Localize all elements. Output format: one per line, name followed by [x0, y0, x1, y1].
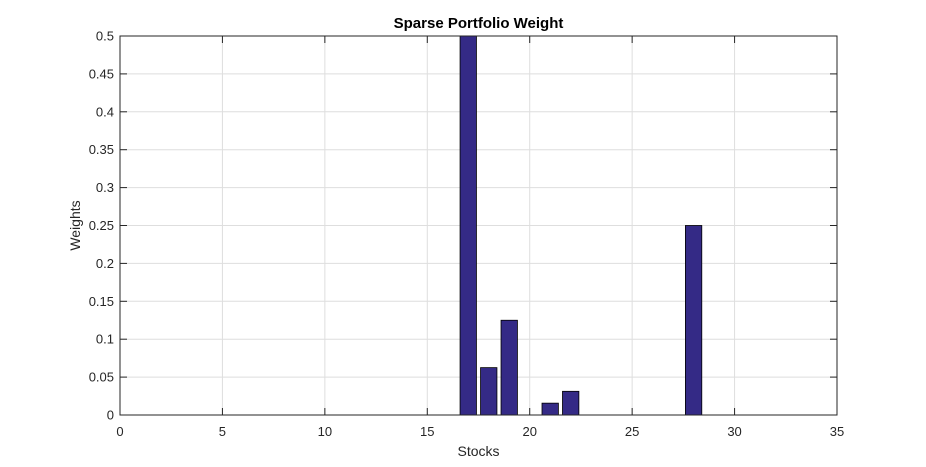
y-axis-label: Weights — [67, 200, 83, 250]
ticks: 0 5 10 15 20 25 30 35 0 0.05 0.1 0.15 0.2 0.25 0.3 0.35… — [89, 29, 845, 440]
x-tick-label: 25 — [625, 424, 639, 439]
bar — [459, 35, 477, 416]
chart-title: Sparse Portfolio Weight — [394, 15, 564, 32]
y-tick-label: 0.1 — [96, 332, 114, 347]
x-tick-label: 5 — [219, 424, 226, 439]
y-tick-label: 0 — [107, 408, 114, 423]
y-tick-label: 0.45 — [89, 66, 114, 81]
x-axis-label: Stocks — [457, 443, 499, 459]
bar — [541, 402, 559, 416]
bar — [562, 390, 580, 416]
y-tick-label: 0.4 — [96, 104, 114, 119]
y-tick-label: 0.15 — [89, 294, 114, 309]
y-tick-label: 0.35 — [89, 142, 114, 157]
x-tick-label: 0 — [116, 424, 123, 439]
y-tick-label: 0.25 — [89, 218, 114, 233]
bar — [500, 319, 518, 416]
bar — [685, 225, 703, 416]
y-tick-label: 0.2 — [96, 256, 114, 271]
grid-lines — [120, 36, 837, 415]
y-tick-label: 0.05 — [89, 370, 114, 385]
bars — [459, 35, 703, 416]
x-tick-label: 20 — [522, 424, 536, 439]
y-tick-label: 0.5 — [96, 29, 114, 44]
x-tick-label: 15 — [420, 424, 434, 439]
bar — [480, 367, 498, 416]
x-tick-label: 30 — [727, 424, 741, 439]
y-tick-label: 0.3 — [96, 180, 114, 195]
x-tick-label: 10 — [318, 424, 332, 439]
x-tick-label: 35 — [830, 424, 844, 439]
